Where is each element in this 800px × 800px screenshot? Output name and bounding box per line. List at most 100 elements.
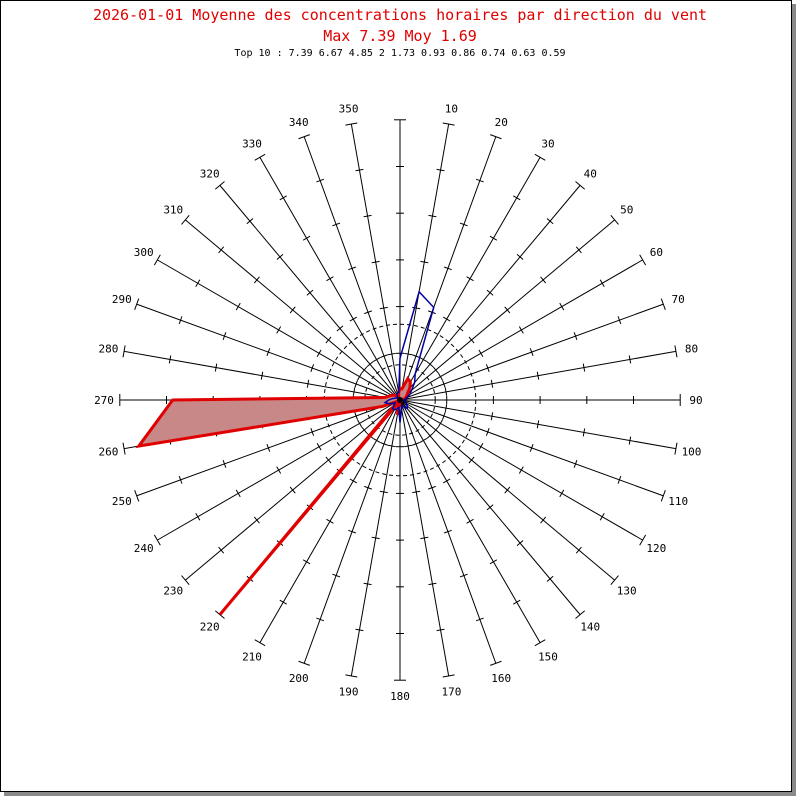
spoke-tick — [444, 404, 448, 413]
spoke-tick — [573, 459, 578, 468]
spoke-tick — [529, 443, 534, 452]
spoke-tick — [404, 444, 413, 448]
spoke-tick — [490, 379, 494, 388]
direction-label-220: 220 — [200, 621, 220, 634]
spoke-tick — [412, 354, 420, 358]
spoke-tick — [639, 254, 647, 266]
spoke-tick — [559, 302, 565, 311]
spoke-tick — [540, 276, 547, 284]
direction-label-80: 80 — [685, 343, 698, 356]
spoke-tick — [426, 361, 434, 368]
spoke-tick — [617, 475, 622, 484]
direction-label-340: 340 — [289, 116, 309, 129]
spoke-tick — [490, 660, 502, 666]
spoke-tick — [599, 513, 605, 521]
direction-label-190: 190 — [339, 686, 359, 699]
spoke-tick — [546, 218, 554, 225]
spoke-tick — [540, 516, 547, 524]
spoke-tick — [134, 298, 140, 310]
spoke-tick — [468, 456, 475, 464]
center-point — [397, 397, 403, 403]
spoke-tick — [276, 466, 282, 474]
spoke-tick — [371, 260, 380, 264]
spoke-tick — [674, 442, 678, 455]
spoke-tick — [380, 442, 388, 446]
spoke-tick — [639, 534, 647, 546]
spoke-tick — [310, 428, 315, 436]
spoke-tick — [412, 490, 421, 494]
spoke-tick — [559, 489, 565, 498]
direction-label-350: 350 — [339, 102, 359, 115]
spoke-tick — [349, 478, 358, 484]
spoke-tick — [442, 122, 455, 126]
spoke-tick — [575, 181, 586, 190]
spoke-tick — [444, 387, 448, 396]
spoke-tick — [660, 298, 666, 310]
direction-label-130: 130 — [617, 584, 637, 597]
spoke-tick — [599, 279, 605, 287]
direction-label-150: 150 — [538, 650, 558, 663]
spoke-tick — [355, 168, 364, 172]
spoke-tick — [436, 168, 445, 172]
spoke-tick — [419, 357, 428, 362]
chart-subtitle: Max 7.39 Moy 1.69 — [323, 27, 477, 45]
spoke-tick — [214, 181, 225, 190]
spoke-tick — [478, 349, 484, 358]
spoke-tick — [456, 325, 464, 332]
spoke-tick — [195, 513, 201, 521]
spoke-tick — [442, 674, 455, 678]
spoke-tick — [361, 426, 368, 434]
spoke-tick — [316, 349, 322, 358]
spoke-tick — [419, 438, 428, 443]
spoke-tick — [379, 490, 388, 494]
direction-label-280: 280 — [99, 343, 119, 356]
spoke-tick — [387, 352, 396, 356]
spoke-tick — [475, 617, 484, 622]
spoke-tick — [153, 254, 161, 266]
spoke-tick — [582, 363, 586, 372]
direction-label-160: 160 — [491, 672, 511, 685]
spoke-tick — [428, 485, 436, 490]
direction-label-140: 140 — [580, 621, 600, 634]
spoke-tick — [254, 639, 266, 647]
spoke-tick — [276, 253, 284, 260]
spoke-tick — [575, 246, 582, 254]
spoke-tick — [168, 355, 172, 364]
direction-label-10: 10 — [445, 102, 458, 115]
direction-label-270: 270 — [94, 394, 114, 407]
spoke-tick — [459, 573, 468, 578]
spoke-tick — [345, 674, 358, 678]
spoke-tick — [466, 276, 474, 282]
spoke-tick — [371, 536, 380, 540]
direction-label-310: 310 — [163, 204, 183, 217]
spoke-tick — [442, 412, 446, 420]
direction-label-200: 200 — [289, 672, 309, 685]
spoke-tick — [513, 195, 521, 201]
spoke-tick — [181, 214, 190, 225]
spoke-tick — [253, 276, 260, 284]
direction-label-70: 70 — [672, 293, 685, 306]
spoke-tick — [490, 134, 502, 140]
spoke-tick — [336, 325, 344, 332]
chart-title: 2026-01-01 Moyenne des concentrations ho… — [92, 6, 708, 24]
direction-label-120: 120 — [646, 542, 666, 555]
spoke-tick — [436, 628, 445, 632]
spoke-tick — [582, 428, 586, 437]
spoke-tick — [534, 153, 546, 161]
spoke-tick — [412, 306, 421, 310]
spoke-tick — [345, 122, 358, 126]
top10-summary: Top 10 : 7.39 6.67 4.85 2 1.73 0.93 0.86… — [234, 48, 566, 59]
spoke-tick — [536, 420, 540, 429]
spoke-tick — [260, 371, 264, 380]
spoke-tick — [366, 361, 374, 368]
spoke-tick — [529, 348, 534, 357]
reference-ring — [323, 323, 477, 477]
spoke-tick — [459, 222, 468, 227]
spoke-tick — [218, 246, 225, 254]
spoke-tick — [432, 426, 439, 434]
spoke-tick — [534, 639, 546, 647]
spoke-tick — [214, 610, 225, 619]
spoke-tick — [235, 489, 241, 498]
spoke-tick — [486, 289, 494, 296]
spoke-tick — [518, 466, 524, 474]
